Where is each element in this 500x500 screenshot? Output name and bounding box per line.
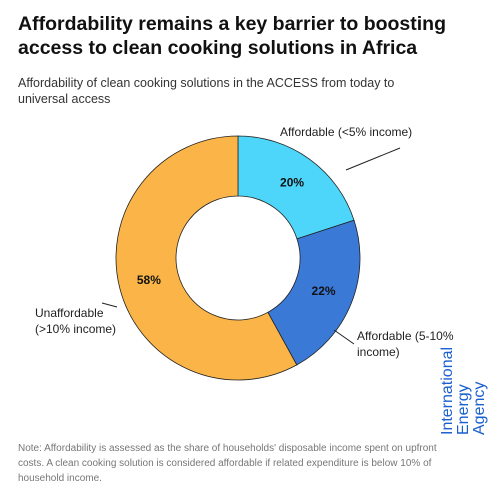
leader-line: [101, 302, 118, 308]
value-label: 20%: [280, 176, 304, 190]
leader-line: [333, 329, 355, 345]
category-label: Unaffordable (>10% income): [35, 306, 117, 336]
slice: [267, 219, 361, 366]
value-label: 58%: [137, 273, 161, 287]
category-label: Affordable (5-10% income): [357, 329, 454, 359]
category-label: Affordable (<5% income): [280, 125, 413, 139]
slice: [115, 135, 298, 381]
note: Note: Affordability is assessed as the s…: [18, 443, 437, 484]
value-label: 22%: [312, 284, 336, 298]
leader-line: [345, 147, 401, 171]
slice: [237, 135, 355, 240]
logo: International Energy Agency: [439, 346, 488, 435]
chart-title: Affordability remains a key barrier to b…: [18, 13, 447, 59]
chart-subtitle: Affordability of clean cooking solutions…: [18, 76, 395, 106]
